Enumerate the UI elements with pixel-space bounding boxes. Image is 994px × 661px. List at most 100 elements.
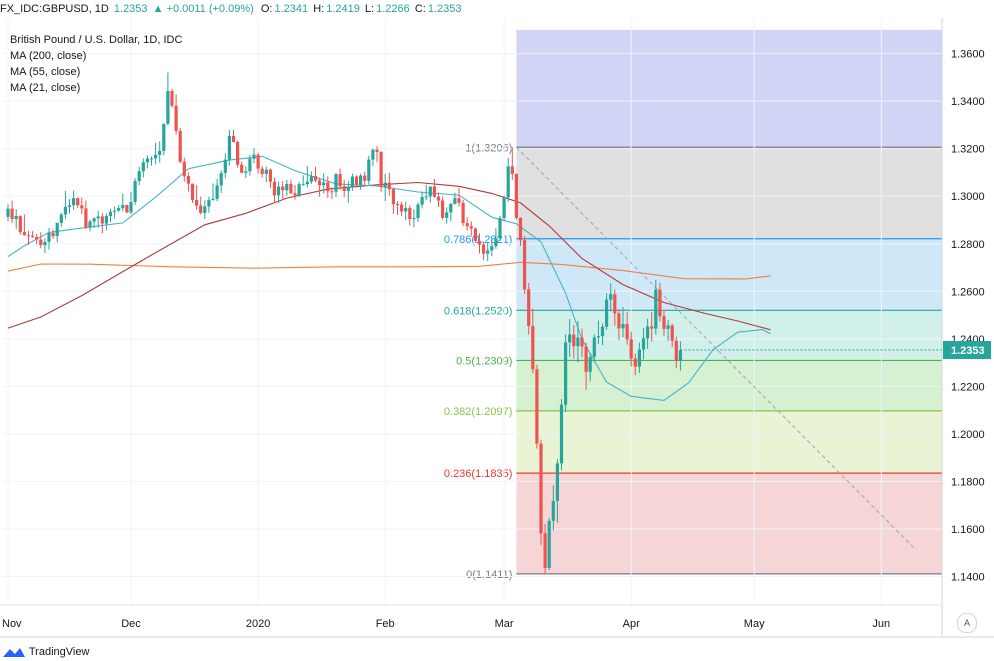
candle-63 <box>264 166 268 183</box>
candle-41 <box>174 94 178 135</box>
candle-105 <box>436 192 441 207</box>
candle-130 <box>539 439 543 545</box>
candle-body <box>609 294 613 300</box>
y-tick-1.2800: 1.2800 <box>951 239 985 251</box>
candle-body <box>252 154 256 159</box>
candle-body <box>453 198 457 204</box>
x-tick-Mar: Mar <box>495 618 514 630</box>
candle-103 <box>428 186 432 203</box>
candle-body <box>190 183 195 201</box>
candle-body <box>662 316 666 329</box>
candle-body <box>55 222 59 237</box>
candle-111 <box>461 199 465 227</box>
candle-125 <box>518 217 523 246</box>
trendline[interactable] <box>516 146 915 549</box>
candle-131 <box>543 523 547 574</box>
candle-body <box>51 232 55 237</box>
x-tick-Nov: Nov <box>2 618 22 630</box>
candle-body <box>121 205 125 209</box>
candle-body <box>371 149 375 160</box>
symbol-name[interactable]: FX_IDC:GBPUSD, 1D <box>0 3 109 15</box>
candle-143 <box>592 334 596 363</box>
candle-116 <box>482 241 486 261</box>
candle-body <box>576 337 580 347</box>
candle-body <box>281 186 285 191</box>
candle-body <box>72 198 76 206</box>
candle-body <box>338 174 342 187</box>
close-value: 1.2353 <box>427 3 462 15</box>
candle-body <box>227 135 231 160</box>
candle-body <box>363 175 367 181</box>
candle-body <box>35 236 39 240</box>
candle-79 <box>330 187 334 200</box>
candle-body <box>391 189 395 205</box>
y-tick-1.3600: 1.3600 <box>951 49 985 61</box>
candle-body <box>125 205 129 213</box>
fib-label-0.382: 0.382(1.2097) <box>444 406 513 418</box>
y-tick-1.2600: 1.2600 <box>951 286 985 298</box>
candle-body <box>248 158 252 172</box>
candle-body <box>10 208 14 220</box>
candle-body <box>18 215 22 233</box>
x-tick-Feb: Feb <box>376 618 395 630</box>
candle-46 <box>195 185 199 211</box>
candle-64 <box>268 168 272 189</box>
auto-scale-button[interactable]: A <box>957 613 977 633</box>
candle-66 <box>277 181 281 203</box>
candle-128 <box>531 308 535 374</box>
candle-body <box>47 232 51 242</box>
axes[interactable]: 1.14001.16001.18001.20001.22001.24001.26… <box>0 18 994 638</box>
candle-57 <box>240 161 244 174</box>
last-price: 1.2353 <box>113 3 148 15</box>
candle-body <box>465 223 469 227</box>
candle-body <box>350 176 354 188</box>
candle-body <box>100 216 104 224</box>
candle-85 <box>354 175 359 188</box>
fib-label-0.5: 0.5(1.2309) <box>456 355 512 367</box>
candle-body <box>641 338 646 350</box>
candle-83 <box>346 181 350 203</box>
candle-body <box>498 218 502 239</box>
candle-body <box>633 358 637 367</box>
y-tick-1.1400: 1.1400 <box>951 571 985 583</box>
high-label: H: <box>313 3 325 15</box>
candle-body <box>268 169 272 182</box>
fib-zone-extension <box>516 29 942 148</box>
candle-body <box>203 206 207 213</box>
candle-76 <box>318 177 322 197</box>
legend-ma200[interactable]: MA (200, close) <box>10 50 87 62</box>
candle-43 <box>182 157 186 182</box>
candle-140 <box>580 328 584 358</box>
y-tick-1.2200: 1.2200 <box>951 381 985 393</box>
legend-ma21[interactable]: MA (21, close) <box>10 82 81 94</box>
candle-body <box>551 500 555 521</box>
candle-119 <box>494 228 498 249</box>
candle-138 <box>572 325 576 359</box>
candle-body <box>92 218 96 222</box>
fibonacci-retracement[interactable]: 1(1.3206)0.786(1.2821)0.618(1.2520)0.5(1… <box>444 29 942 581</box>
candle-86 <box>359 173 363 190</box>
candle-body <box>330 191 334 193</box>
y-tick-1.1600: 1.1600 <box>951 524 985 536</box>
candle-20 <box>88 219 92 232</box>
candle-body <box>559 404 564 464</box>
candle-body <box>129 201 133 213</box>
fib-label-0: 0(1.1411) <box>466 569 512 581</box>
candle-72 <box>301 175 305 186</box>
legend-ma55[interactable]: MA (55, close) <box>10 66 81 78</box>
last-price-label: 1.2353 <box>951 345 985 357</box>
close-label: C: <box>414 3 426 15</box>
candle-body <box>436 196 441 201</box>
candle-body <box>244 171 248 173</box>
candle-body <box>367 159 371 181</box>
candle-114 <box>473 227 477 243</box>
candle-body <box>43 241 47 246</box>
candle-94 <box>391 187 395 214</box>
candle-body <box>596 336 600 338</box>
candle-body <box>564 342 568 405</box>
candle-body <box>359 175 363 185</box>
candle-body <box>260 168 264 174</box>
candle-88 <box>367 155 371 185</box>
candle-body <box>322 182 326 186</box>
